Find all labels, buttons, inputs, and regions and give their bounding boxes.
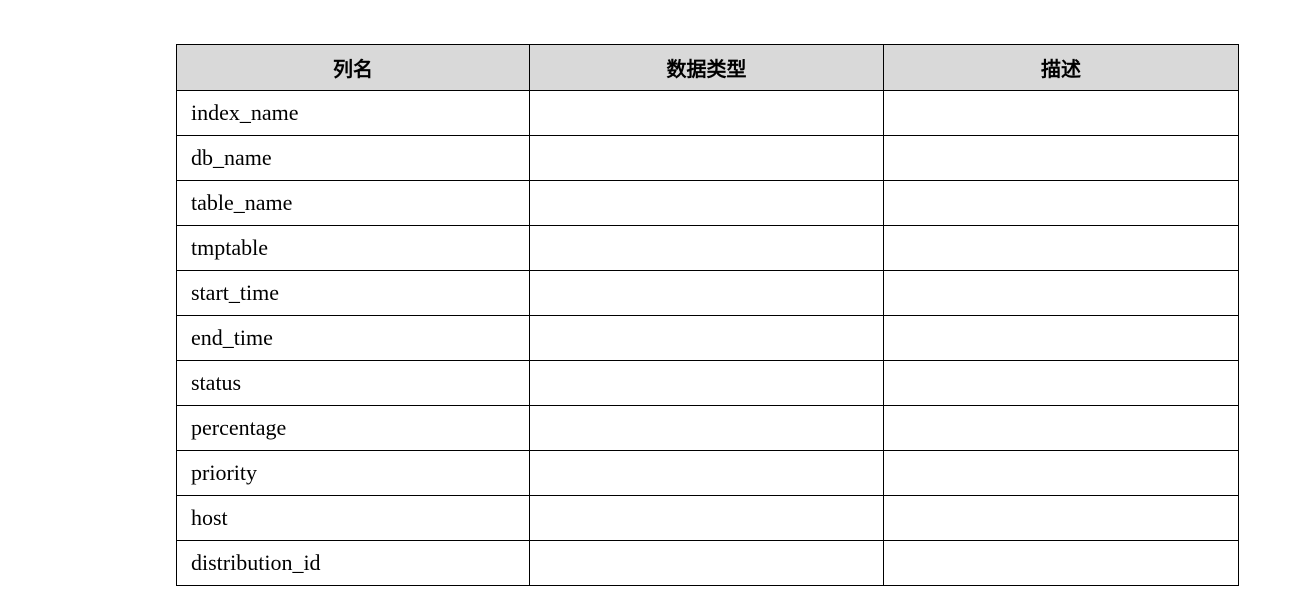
column-name-cell: priority bbox=[176, 450, 530, 496]
column-name-cell: start_time bbox=[176, 270, 530, 316]
table-row: host bbox=[176, 495, 1239, 541]
table-row: priority bbox=[176, 450, 1239, 496]
header-column-name: 列名 bbox=[176, 44, 530, 91]
table-row: tmptable bbox=[176, 225, 1239, 271]
data-type-cell bbox=[529, 270, 884, 316]
column-name-cell: host bbox=[176, 495, 530, 541]
table-row: index_name bbox=[176, 90, 1239, 136]
data-type-cell bbox=[529, 225, 884, 271]
description-cell bbox=[883, 135, 1239, 181]
data-type-cell bbox=[529, 450, 884, 496]
description-cell bbox=[883, 405, 1239, 451]
description-cell bbox=[883, 180, 1239, 226]
column-name-cell: end_time bbox=[176, 315, 530, 361]
description-cell bbox=[883, 495, 1239, 541]
column-definition-table: 列名 数据类型 描述 index_name db_name table_name tm… bbox=[176, 44, 1239, 586]
column-name-cell: index_name bbox=[176, 90, 530, 136]
table-row: percentage bbox=[176, 405, 1239, 451]
description-cell bbox=[883, 270, 1239, 316]
data-type-cell bbox=[529, 90, 884, 136]
description-cell bbox=[883, 225, 1239, 271]
column-name-cell: db_name bbox=[176, 135, 530, 181]
table-row: distribution_id bbox=[176, 540, 1239, 586]
header-row: 列名 数据类型 描述 bbox=[176, 44, 1239, 91]
description-cell bbox=[883, 360, 1239, 406]
table-row: db_name bbox=[176, 135, 1239, 181]
data-type-cell bbox=[529, 135, 884, 181]
column-name-cell: status bbox=[176, 360, 530, 406]
column-name-cell: tmptable bbox=[176, 225, 530, 271]
table-row: status bbox=[176, 360, 1239, 406]
description-cell bbox=[883, 90, 1239, 136]
column-name-cell: percentage bbox=[176, 405, 530, 451]
data-type-cell bbox=[529, 360, 884, 406]
description-cell bbox=[883, 540, 1239, 586]
data-type-cell bbox=[529, 495, 884, 541]
description-cell bbox=[883, 450, 1239, 496]
column-name-cell: table_name bbox=[176, 180, 530, 226]
table-row: end_time bbox=[176, 315, 1239, 361]
header-description: 描述 bbox=[883, 44, 1239, 91]
column-name-cell: distribution_id bbox=[176, 540, 530, 586]
description-cell bbox=[883, 315, 1239, 361]
data-type-cell bbox=[529, 540, 884, 586]
data-type-cell bbox=[529, 405, 884, 451]
table-row: start_time bbox=[176, 270, 1239, 316]
data-type-cell bbox=[529, 180, 884, 226]
header-data-type: 数据类型 bbox=[529, 44, 884, 91]
table-row: table_name bbox=[176, 180, 1239, 226]
data-type-cell bbox=[529, 315, 884, 361]
